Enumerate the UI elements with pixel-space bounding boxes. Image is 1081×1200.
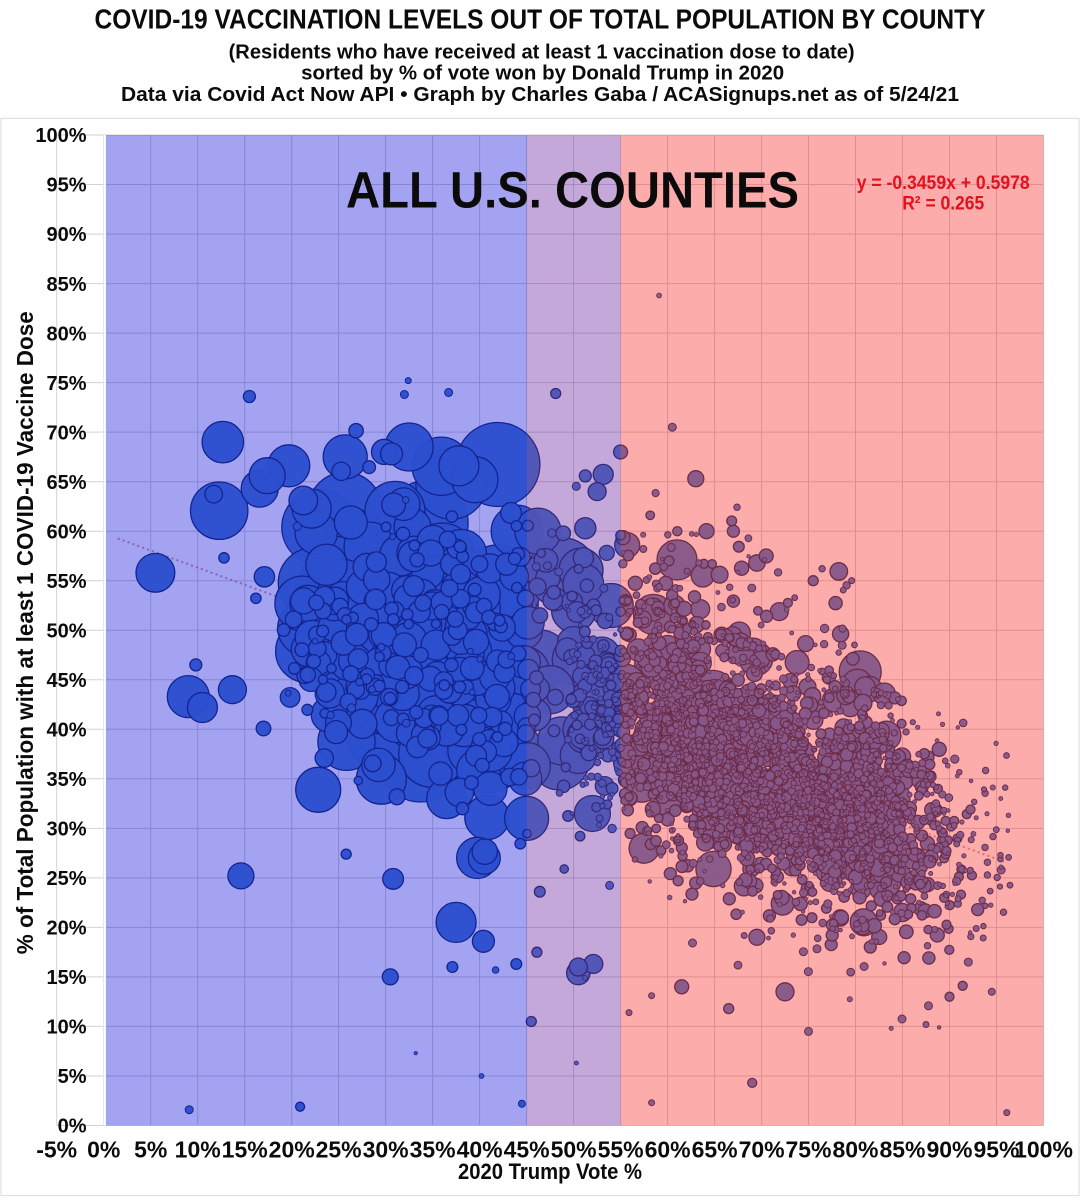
svg-text:0%: 0% — [87, 1136, 120, 1162]
svg-text:90%: 90% — [46, 224, 86, 246]
svg-text:10%: 10% — [175, 1136, 221, 1162]
svg-text:30%: 30% — [46, 819, 86, 841]
svg-text:5%: 5% — [134, 1136, 167, 1162]
svg-text:90%: 90% — [926, 1136, 972, 1162]
svg-text:35%: 35% — [46, 769, 86, 791]
svg-text:45%: 45% — [46, 670, 86, 692]
svg-text:15%: 15% — [222, 1136, 268, 1162]
svg-text:-5%: -5% — [36, 1136, 77, 1162]
svg-text:60%: 60% — [46, 521, 86, 543]
svg-text:ALL U.S. COUNTIES: ALL U.S. COUNTIES — [346, 161, 799, 218]
svg-text:35%: 35% — [410, 1136, 456, 1162]
svg-text:25%: 25% — [316, 1136, 362, 1162]
svg-text:75%: 75% — [46, 373, 86, 395]
svg-text:20%: 20% — [269, 1136, 315, 1162]
svg-text:5%: 5% — [58, 1066, 87, 1088]
svg-text:95%: 95% — [973, 1136, 1019, 1162]
svg-text:sorted by % of vote won by Don: sorted by % of vote won by Donald Trump … — [301, 62, 784, 84]
svg-text:COVID-19 VACCINATION LEVELS OU: COVID-19 VACCINATION LEVELS OUT OF TOTAL… — [95, 4, 986, 35]
svg-text:100%: 100% — [1014, 1136, 1073, 1162]
svg-text:10%: 10% — [46, 1017, 86, 1039]
svg-text:70%: 70% — [46, 422, 86, 444]
svg-text:R² = 0.265: R² = 0.265 — [902, 193, 984, 214]
svg-text:50%: 50% — [46, 621, 86, 643]
svg-text:0%: 0% — [58, 1116, 87, 1138]
svg-text:55%: 55% — [46, 571, 86, 593]
svg-text:(Residents who have received a: (Residents who have received at least 1 … — [229, 41, 855, 63]
svg-text:Data via Covid Act Now API • G: Data via Covid Act Now API • Graph by Ch… — [121, 84, 959, 106]
svg-text:85%: 85% — [46, 274, 86, 296]
svg-text:2020 Trump Vote %: 2020 Trump Vote % — [458, 1159, 642, 1184]
svg-text:30%: 30% — [363, 1136, 409, 1162]
svg-text:20%: 20% — [46, 918, 86, 940]
svg-text:80%: 80% — [46, 323, 86, 345]
svg-text:% of Total Population with at: % of Total Population with at least 1 CO… — [12, 311, 38, 954]
svg-text:25%: 25% — [46, 868, 86, 890]
svg-text:80%: 80% — [832, 1136, 878, 1162]
svg-text:60%: 60% — [645, 1136, 691, 1162]
svg-text:65%: 65% — [46, 472, 86, 494]
svg-text:40%: 40% — [46, 720, 86, 742]
svg-text:15%: 15% — [46, 967, 86, 989]
svg-text:100%: 100% — [35, 125, 86, 147]
svg-text:85%: 85% — [879, 1136, 925, 1162]
svg-text:70%: 70% — [739, 1136, 785, 1162]
svg-text:y = -0.3459x + 0.5978: y = -0.3459x + 0.5978 — [857, 173, 1030, 194]
svg-text:95%: 95% — [46, 175, 86, 197]
svg-text:75%: 75% — [785, 1136, 831, 1162]
svg-text:65%: 65% — [692, 1136, 738, 1162]
